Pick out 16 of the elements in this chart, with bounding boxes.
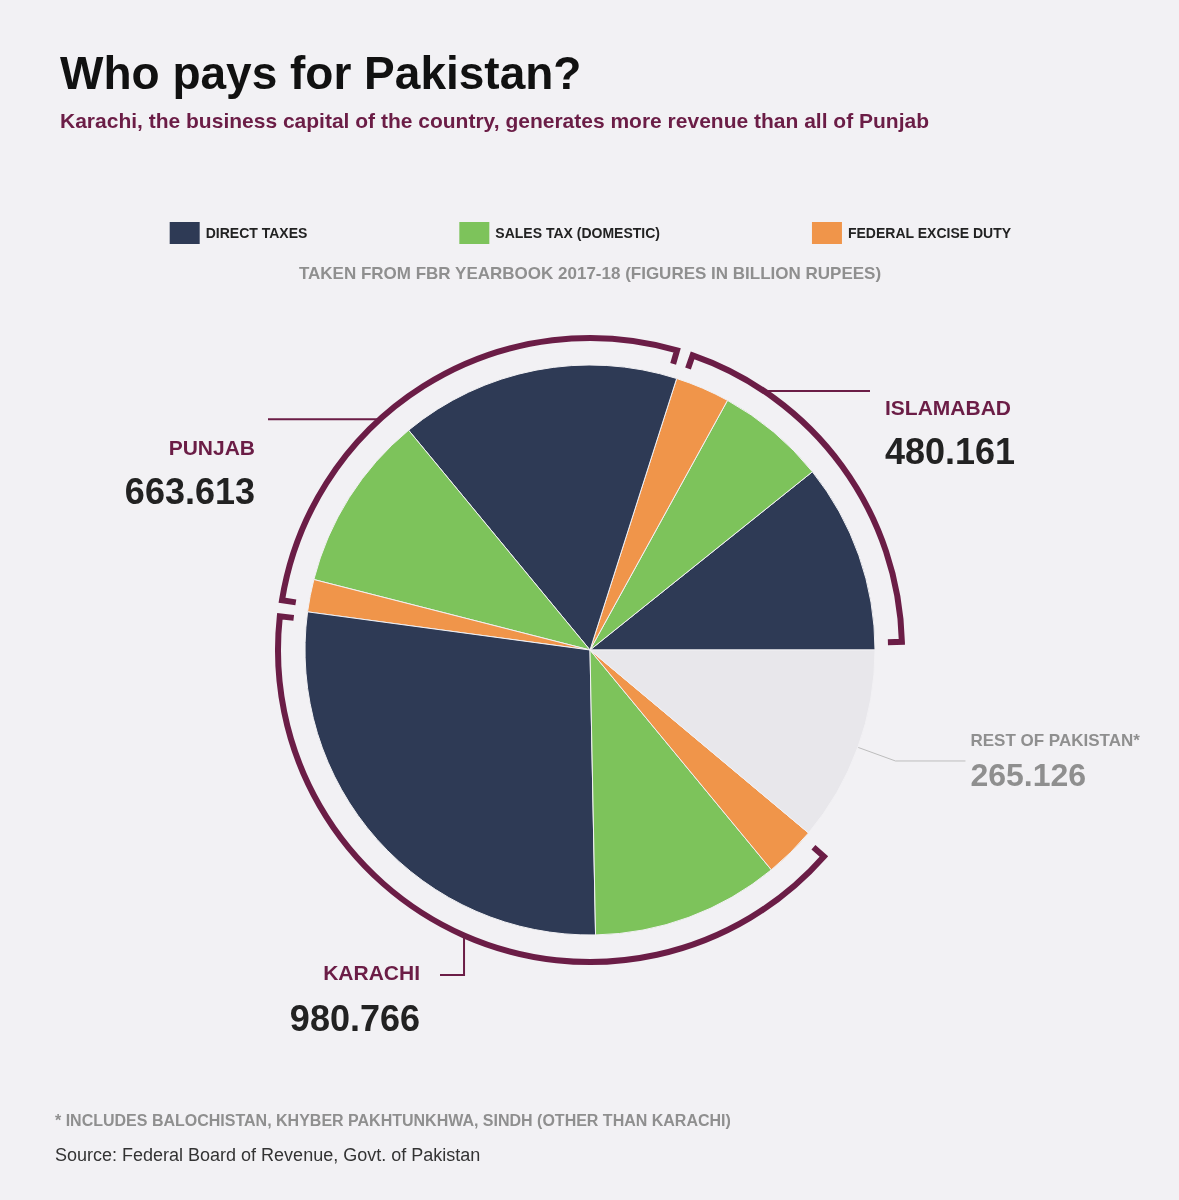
text: ISLAMABAD [885, 396, 1011, 419]
slice-label: REST OF PAKISTAN* [970, 731, 1141, 751]
source-note: Source: Federal Board of Revenue, Govt. of Pakistan [55, 1145, 481, 1165]
legend-label: SALES TAX (DOMESTIC) [495, 225, 660, 241]
text: 480.161 [885, 430, 1016, 472]
text: TAKEN FROM FBR YEARBOOK 2017-18 (FIGURES IN BILLION RUPEES) [298, 264, 882, 283]
data-label: 265.126 [970, 756, 1087, 793]
text: 980.766 [289, 997, 420, 1039]
text: * INCLUDES BALOCHISTAN, KHYBER PAKHTUNKHWA, SINDH (OTHER THAN KARACHI) [55, 1111, 731, 1129]
text: 663.613 [124, 470, 255, 512]
text: PUNJAB [168, 436, 255, 459]
chart-subtitle: Karachi, the business capital of the country, generates more revenue than all of Punjab [60, 109, 929, 132]
legend-label: FEDERAL EXCISE DUTY [847, 225, 1012, 241]
legend-label: DIRECT TAXES [205, 225, 308, 241]
chart-title: Who pays for Pakistan? [60, 47, 582, 99]
text: KARACHI [323, 961, 420, 984]
